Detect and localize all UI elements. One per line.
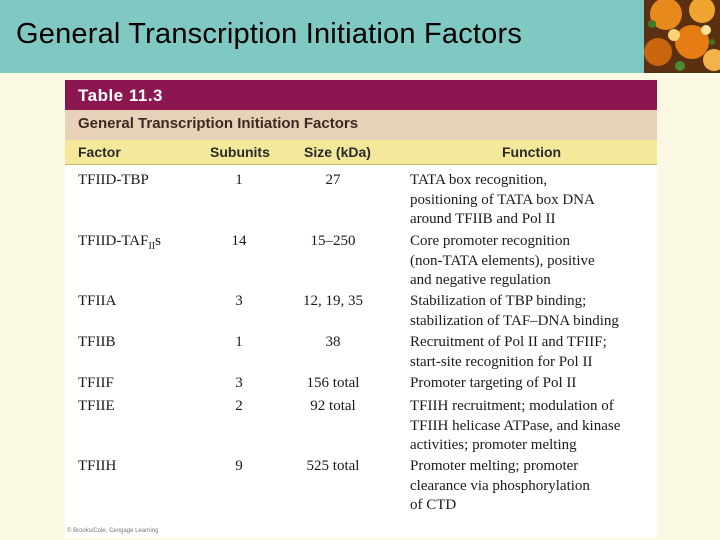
function-line: TFIIH helicase ATPase, and kinase bbox=[410, 417, 621, 434]
subunits-cell: 14 bbox=[231, 233, 247, 249]
subunits-cell: 3 bbox=[235, 293, 243, 309]
function-line: clearance via phosphorylation bbox=[410, 477, 590, 494]
table-number: Table 11.3 bbox=[78, 86, 164, 105]
function-line: TFIIH recruitment; modulation of bbox=[410, 398, 614, 414]
factor-cell: TFIIF bbox=[78, 375, 114, 391]
factor-cell: TFIID-TBP bbox=[78, 172, 149, 188]
subunits-cell: 2 bbox=[235, 398, 243, 414]
size-cell: 38 bbox=[325, 334, 341, 350]
function-cell: Stabilization of TBP binding; stabilizat… bbox=[410, 292, 655, 331]
factor-cell: TFIIA bbox=[78, 293, 117, 309]
factor-cell: TFIIH bbox=[78, 458, 117, 474]
table-caption: General Transcription Initiation Factors bbox=[78, 115, 359, 132]
orange-fruit-image bbox=[644, 0, 720, 73]
factor-suffix: s bbox=[155, 233, 161, 249]
table-caption-bar: General Transcription Initiation Factors bbox=[65, 110, 657, 140]
function-line: start-site recognition for Pol II bbox=[410, 353, 593, 370]
title-bar: General Transcription Initiation Factors bbox=[0, 0, 720, 73]
size-cell: 15–250 bbox=[310, 233, 356, 249]
factor-cell: TFIID-TAFIIs bbox=[78, 232, 161, 253]
size-cell: 525 total bbox=[306, 458, 360, 474]
table-panel: Table 11.3 General Transcription Initiat… bbox=[65, 80, 657, 538]
function-line: positioning of TATA box DNA bbox=[410, 191, 595, 208]
function-cell: Core promoter recognition (non-TATA elem… bbox=[410, 232, 655, 291]
subunits-cell: 9 bbox=[235, 458, 243, 474]
function-line: Promoter targeting of Pol II bbox=[410, 375, 577, 391]
function-cell: Recruitment of Pol II and TFIIF; start-s… bbox=[410, 333, 655, 372]
function-cell: Promoter targeting of Pol II bbox=[410, 374, 655, 394]
corner-photo bbox=[644, 0, 720, 73]
size-cell: 12, 19, 35 bbox=[303, 293, 363, 309]
factor-cell: TFIIE bbox=[78, 398, 115, 414]
table-number-bar: Table 11.3 bbox=[65, 80, 657, 110]
factor-cell: TFIIB bbox=[78, 334, 116, 350]
function-line: Recruitment of Pol II and TFIIF; bbox=[410, 334, 607, 350]
subunits-cell: 1 bbox=[235, 172, 243, 188]
subunits-cell: 1 bbox=[235, 334, 243, 350]
function-line: Promoter melting; promoter bbox=[410, 458, 579, 474]
function-cell: TFIIH recruitment; modulation of TFIIH h… bbox=[410, 397, 655, 456]
copyright-note: © Brooks/Cole, Cengage Learning bbox=[67, 528, 159, 534]
function-line: around TFIIB and Pol II bbox=[410, 211, 556, 227]
function-line: and negative regulation bbox=[410, 272, 551, 288]
function-line: activities; promoter melting bbox=[410, 437, 577, 453]
left-margin bbox=[0, 0, 65, 540]
subunits-cell: 3 bbox=[235, 375, 243, 391]
function-line: TATA box recognition, bbox=[410, 172, 548, 188]
function-line: (non-TATA elements), positive bbox=[410, 252, 595, 269]
function-line: Stabilization of TBP binding; bbox=[410, 293, 587, 309]
size-cell: 92 total bbox=[310, 398, 356, 414]
size-cell: 27 bbox=[325, 172, 341, 188]
function-cell: TATA box recognition, positioning of TAT… bbox=[410, 171, 655, 230]
factor-name: TFIID-TAF bbox=[78, 233, 149, 249]
function-line: of CTD bbox=[410, 497, 457, 513]
size-cell: 156 total bbox=[306, 375, 360, 391]
function-line: Core promoter recognition bbox=[410, 233, 570, 249]
function-line: stabilization of TAF–DNA binding bbox=[410, 312, 619, 329]
column-header-function: Function bbox=[502, 144, 562, 160]
column-header-subunits: Subunits bbox=[210, 144, 270, 160]
column-header-factor: Factor bbox=[78, 144, 121, 160]
factor-subscript: II bbox=[148, 241, 156, 252]
slide-title: General Transcription Initiation Factors bbox=[16, 18, 523, 50]
column-header-row: Factor Subunits Size (kDa) Function bbox=[65, 140, 657, 165]
column-header-size: Size (kDa) bbox=[304, 144, 371, 160]
function-cell: Promoter melting; promoter clearance via… bbox=[410, 457, 655, 516]
